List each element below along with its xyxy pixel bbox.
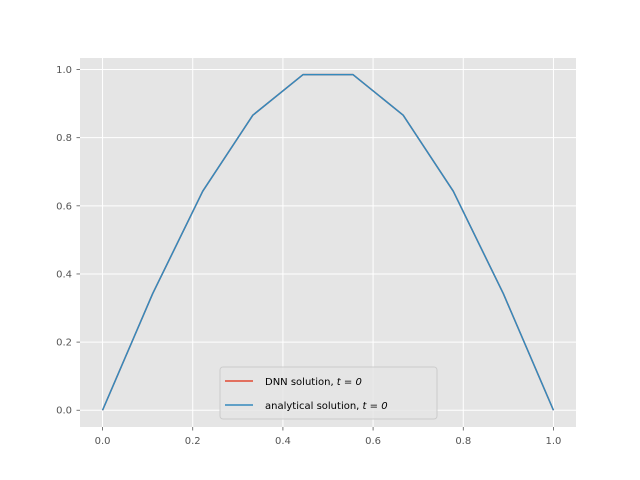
legend-label-math: t = 0 bbox=[337, 377, 362, 388]
legend-label-0: DNN solution, t = 0 bbox=[265, 377, 362, 388]
y-tick-label: 0.4 bbox=[56, 269, 72, 280]
legend-label-text: DNN solution, bbox=[265, 377, 337, 388]
y-tick-label: 0.8 bbox=[56, 133, 72, 144]
x-tick-label: 0.6 bbox=[365, 436, 381, 447]
x-axis: 0.0 0.2 0.4 0.6 0.8 1.0 bbox=[95, 427, 562, 447]
x-tick-label: 0.4 bbox=[275, 436, 291, 447]
series-line-1 bbox=[101, 73, 555, 411]
y-tick-label: 0.6 bbox=[56, 201, 72, 212]
legend-label-1: analytical solution, t = 0 bbox=[265, 401, 388, 412]
y-tick-label: 1.0 bbox=[56, 65, 72, 76]
plot-area bbox=[80, 58, 576, 427]
legend-label-math: t = 0 bbox=[363, 401, 388, 412]
x-tick-label: 1.0 bbox=[546, 436, 562, 447]
legend-label-text: analytical solution, bbox=[265, 401, 363, 412]
y-tick-label: 0.0 bbox=[56, 406, 72, 417]
legend-box bbox=[219, 366, 438, 420]
x-tick-label: 0.8 bbox=[455, 436, 471, 447]
x-tick-label: 0.2 bbox=[185, 436, 201, 447]
x-tick-label: 0.0 bbox=[95, 436, 111, 447]
y-tick-label: 0.2 bbox=[56, 338, 72, 349]
y-axis: 0.0 0.2 0.4 0.6 0.8 1.0 bbox=[56, 65, 80, 417]
series-lines bbox=[101, 73, 555, 411]
